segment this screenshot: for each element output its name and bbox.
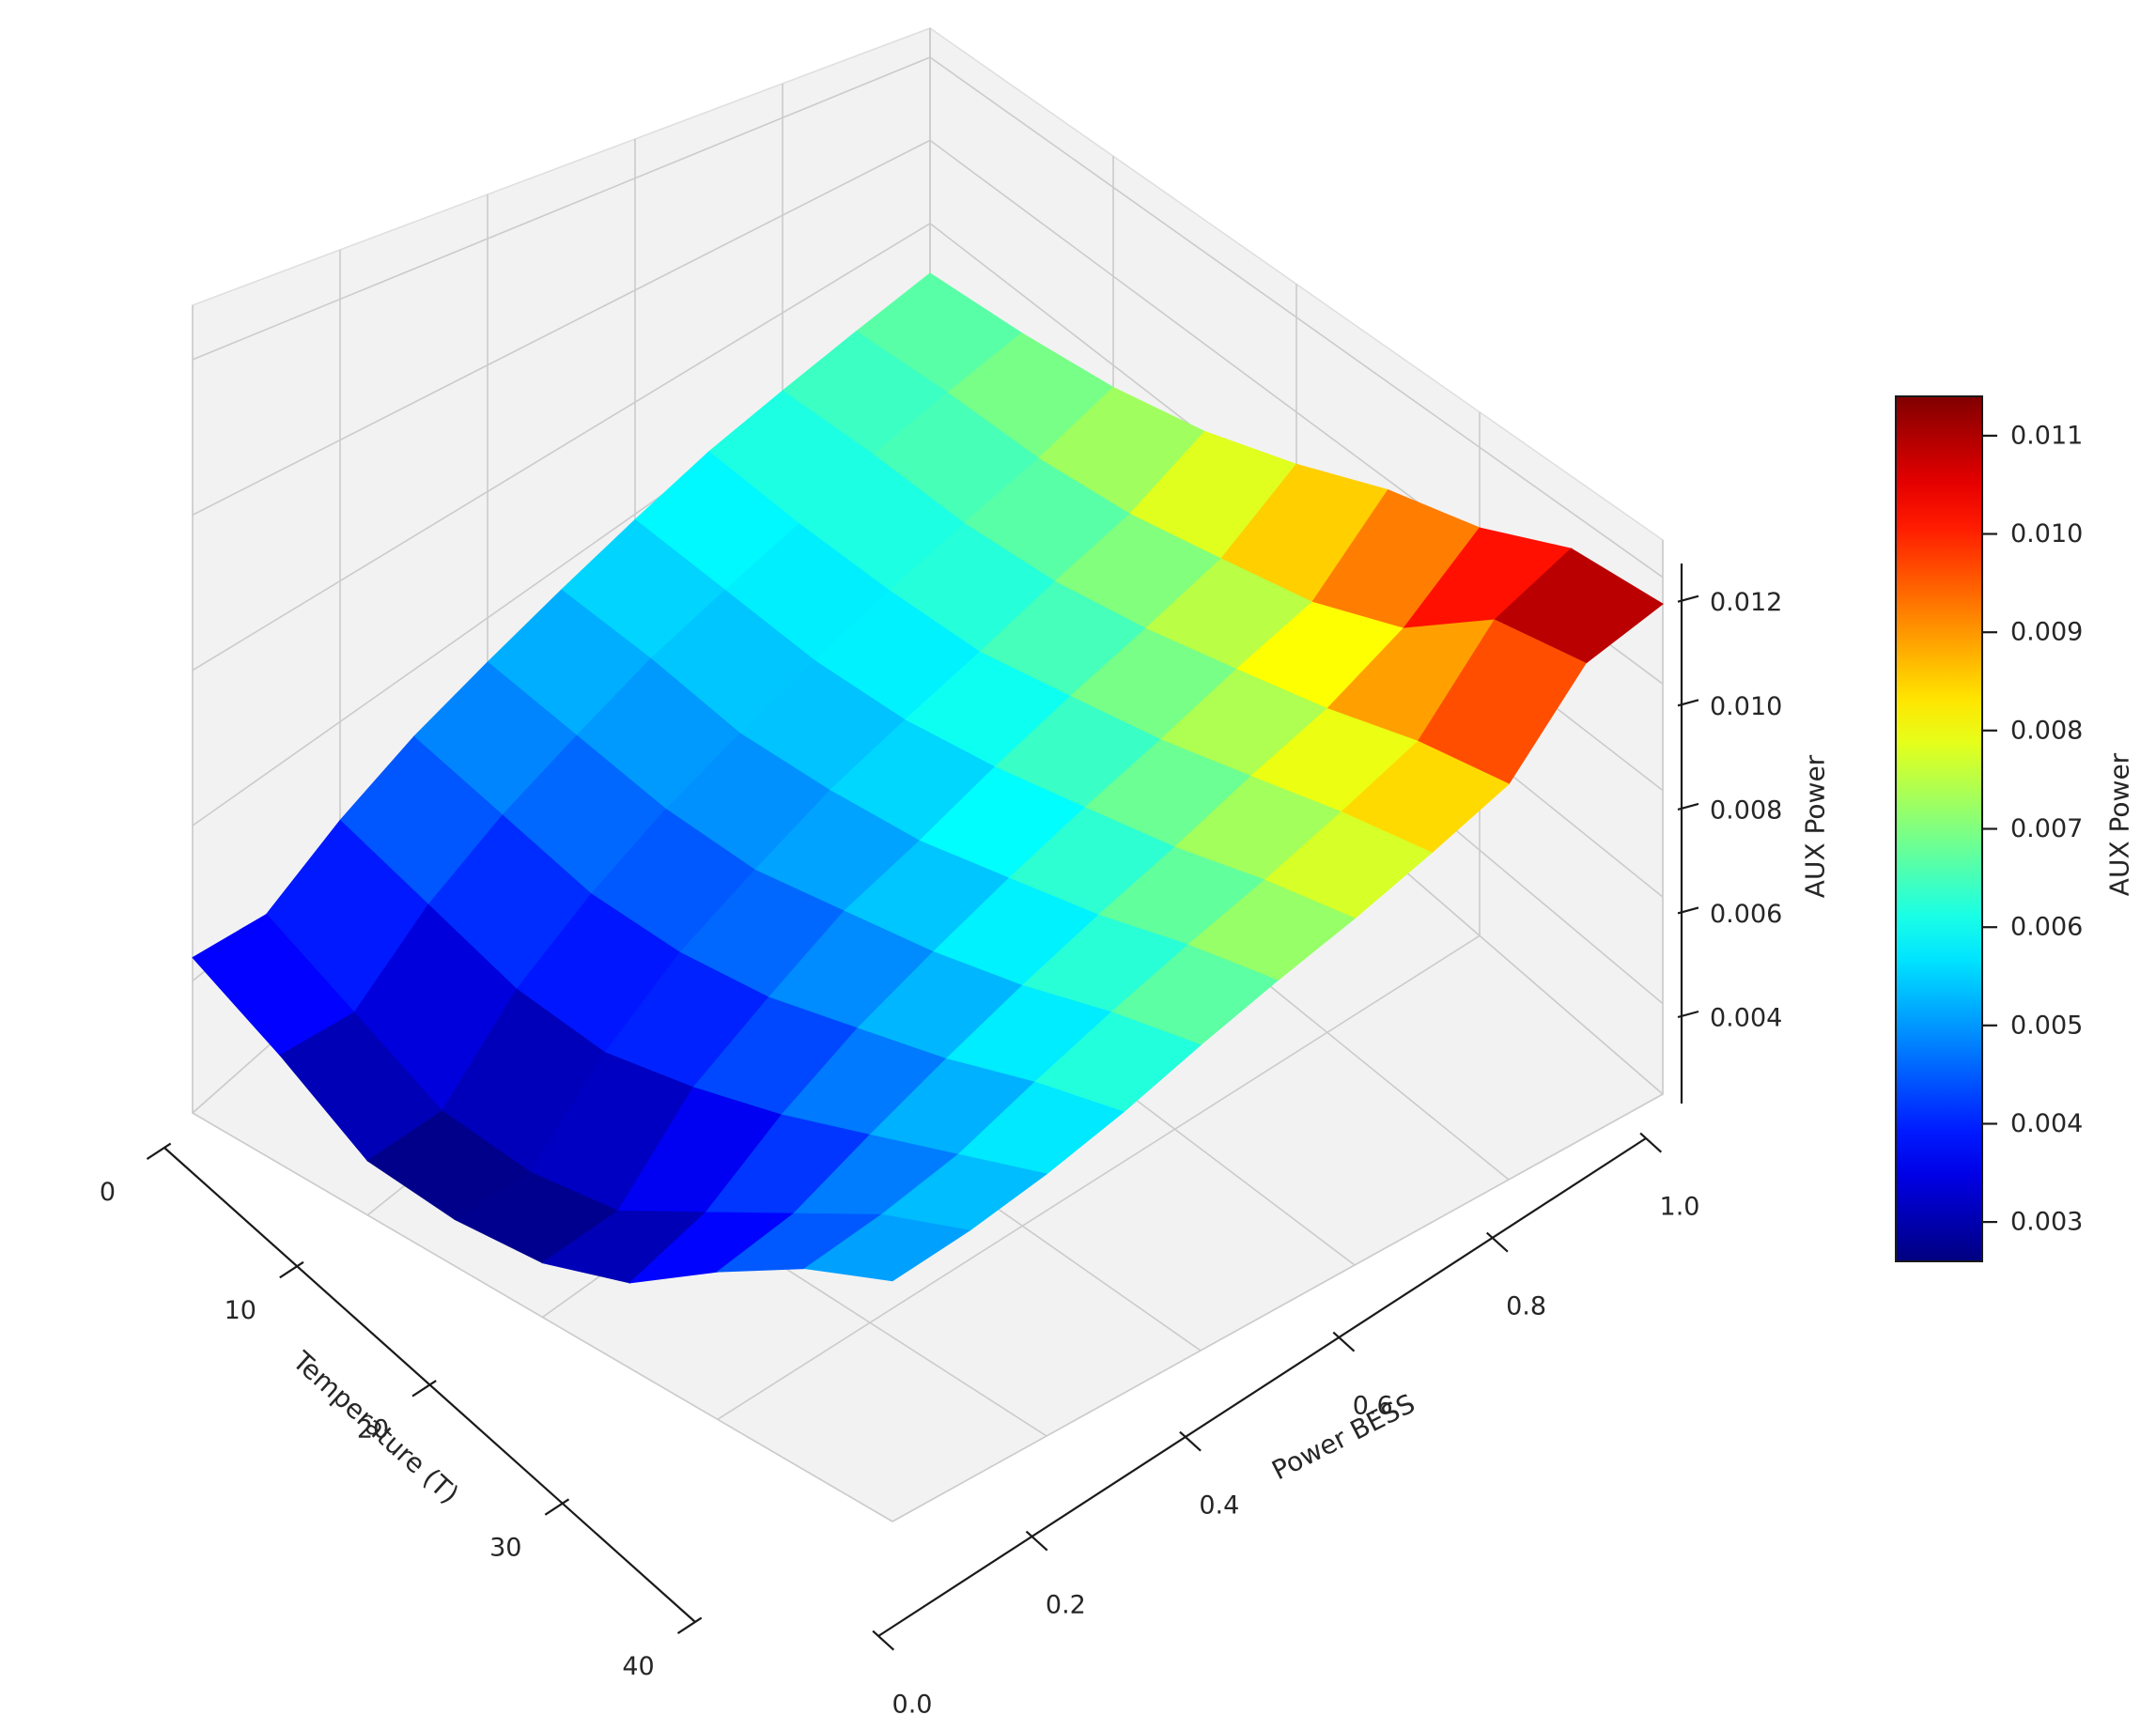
z-tick-label: 0.006 bbox=[1710, 900, 1782, 929]
left-wall-grid-z bbox=[192, 139, 931, 517]
z-tick-mark bbox=[1677, 595, 1699, 603]
x-tick-mark bbox=[411, 1380, 437, 1398]
y-tick-mark bbox=[1025, 1530, 1048, 1552]
floor-grid-x bbox=[717, 935, 1481, 1420]
y-tick-mark bbox=[1485, 1231, 1509, 1253]
cb-tick-label: 0.010 bbox=[2010, 519, 2083, 548]
floor-grid-x bbox=[892, 1093, 1664, 1522]
colorbar bbox=[1895, 395, 1983, 1262]
z-tick-label: 0.012 bbox=[1710, 588, 1782, 617]
y-tick-label: 0.8 bbox=[1506, 1292, 1546, 1321]
x-tick-label: 10 bbox=[225, 1296, 256, 1325]
x-tick-mark bbox=[279, 1260, 304, 1279]
surface-quad bbox=[803, 1213, 971, 1282]
z-tick-mark bbox=[1677, 906, 1699, 915]
cb-tick-label: 0.008 bbox=[2010, 716, 2083, 745]
left-wall-grid-z bbox=[192, 223, 931, 672]
x-tick-label: 0 bbox=[100, 1178, 116, 1207]
z-tick-mark bbox=[1677, 1010, 1699, 1019]
y-tick-mark bbox=[1332, 1331, 1356, 1352]
cb-tick-label: 0.004 bbox=[2010, 1109, 2083, 1138]
z-axis-title: AUX Power bbox=[1799, 754, 1831, 899]
y-tick-mark bbox=[1639, 1132, 1663, 1153]
x-tick-mark bbox=[544, 1498, 570, 1516]
y-tick-label: 1.0 bbox=[1660, 1193, 1700, 1222]
y-axis-line bbox=[877, 1137, 1647, 1637]
cb-tick-label: 0.006 bbox=[2010, 913, 2083, 942]
z-tick-mark bbox=[1677, 802, 1699, 811]
left-wall-grid-z bbox=[192, 56, 931, 361]
y-tick-label: 0.2 bbox=[1046, 1591, 1086, 1620]
cb-tick-label: 0.011 bbox=[2010, 421, 2083, 450]
cb-tick-label: 0.003 bbox=[2010, 1208, 2083, 1237]
y-tick-label: 0.4 bbox=[1199, 1491, 1239, 1521]
cb-tick-label: 0.005 bbox=[2010, 1011, 2083, 1040]
y-tick-label: 0.6 bbox=[1353, 1392, 1393, 1421]
x-tick-mark bbox=[676, 1616, 703, 1635]
cb-tick-label: 0.007 bbox=[2010, 814, 2083, 843]
y-tick-label: 0.0 bbox=[892, 1691, 933, 1720]
z-tick-label: 0.004 bbox=[1710, 1004, 1782, 1033]
y-tick-mark bbox=[1179, 1430, 1202, 1452]
colorbar-title: AUX Power bbox=[2103, 752, 2135, 897]
x-tick-label: 40 bbox=[622, 1652, 654, 1681]
z-tick-label: 0.010 bbox=[1710, 692, 1782, 721]
x-tick-label: 30 bbox=[489, 1534, 521, 1563]
floor-grid-y bbox=[192, 1112, 893, 1522]
z-tick-label: 0.008 bbox=[1710, 795, 1782, 825]
cb-tick-label: 0.009 bbox=[2010, 618, 2083, 647]
x-tick-mark bbox=[146, 1142, 172, 1161]
y-tick-mark bbox=[872, 1630, 895, 1651]
x-tick-label: 20 bbox=[357, 1414, 389, 1444]
z-tick-mark bbox=[1677, 699, 1699, 707]
